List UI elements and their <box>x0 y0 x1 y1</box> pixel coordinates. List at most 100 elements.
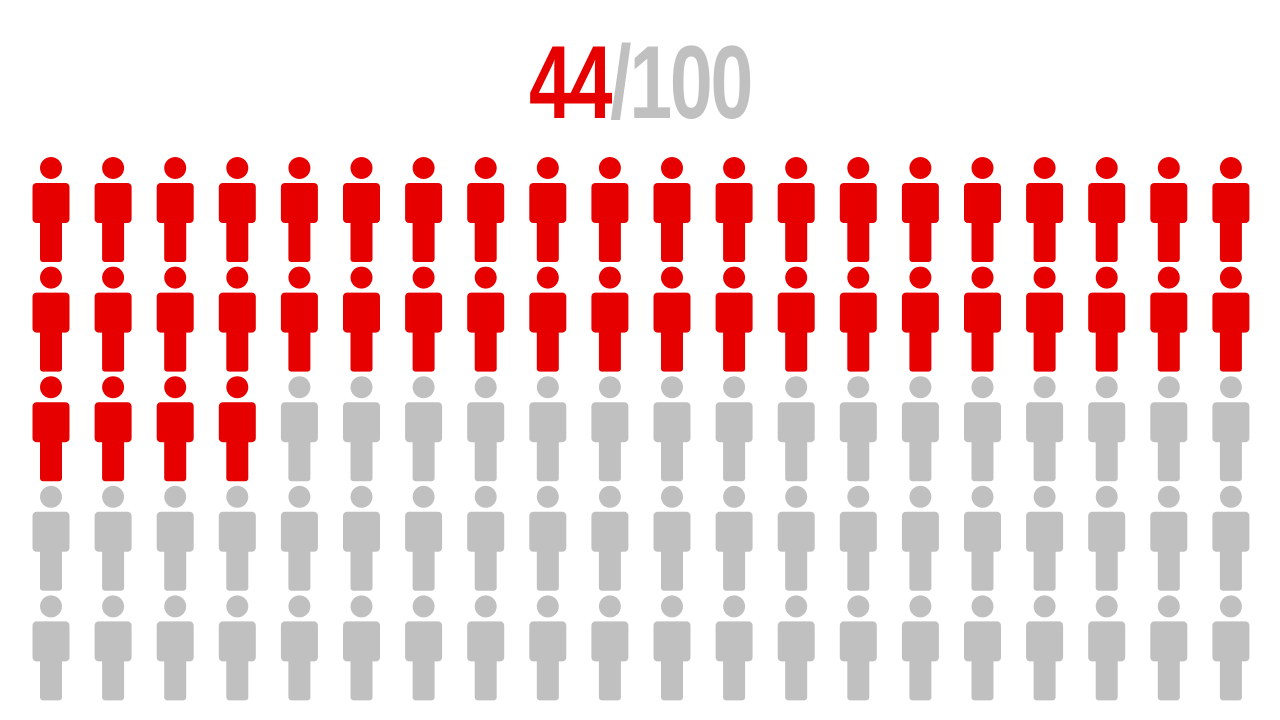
person-icon <box>715 376 753 482</box>
person-head <box>1157 485 1180 508</box>
person-legs <box>661 213 683 262</box>
person-icon-highlighted <box>32 266 70 372</box>
person-icon-highlighted <box>653 157 691 262</box>
person-torso <box>218 292 256 333</box>
person-torso <box>94 183 132 223</box>
person-head <box>1095 266 1118 289</box>
person-head <box>661 485 683 508</box>
person-legs <box>350 541 373 591</box>
person-head <box>971 595 994 618</box>
title-total: 100 <box>629 25 753 141</box>
person-icon-highlighted <box>715 266 753 372</box>
person-torso <box>653 511 691 552</box>
person-head <box>102 266 125 289</box>
person-head <box>102 157 125 179</box>
person-legs <box>102 432 125 482</box>
person-legs <box>909 213 932 262</box>
person-legs <box>164 213 187 262</box>
person-head <box>288 595 311 618</box>
person-icon <box>839 595 877 701</box>
person-torso <box>1026 183 1064 223</box>
person-head <box>909 595 932 618</box>
person-icon <box>405 595 443 701</box>
person-icon-highlighted <box>901 157 939 262</box>
person-legs <box>723 322 746 372</box>
person-icon-highlighted <box>156 266 194 372</box>
person-torso <box>218 621 256 662</box>
person-legs <box>723 651 746 701</box>
person-head <box>226 376 249 399</box>
person-torso <box>280 292 318 333</box>
person-torso <box>901 511 939 552</box>
person-icon <box>467 376 505 482</box>
person-head <box>847 485 870 508</box>
person-icon <box>343 595 380 701</box>
person-legs <box>1157 651 1180 701</box>
person-head <box>40 157 62 179</box>
person-head <box>723 157 746 179</box>
person-icon <box>653 376 691 482</box>
person-legs <box>598 432 621 482</box>
person-head <box>1219 376 1242 399</box>
person-torso <box>901 292 939 333</box>
person-legs <box>412 541 435 591</box>
person-icon-highlighted <box>1212 157 1250 262</box>
person-head <box>1157 157 1180 179</box>
person-icon-highlighted <box>591 157 629 262</box>
person-torso <box>591 621 629 662</box>
person-torso <box>964 621 1001 662</box>
person-head <box>1157 266 1180 289</box>
person-head <box>723 485 746 508</box>
person-icon <box>964 376 1001 482</box>
person-head <box>164 157 187 179</box>
person-icon <box>1150 485 1188 591</box>
person-torso <box>529 511 567 552</box>
person-legs <box>412 651 435 701</box>
person-icon <box>1150 376 1188 482</box>
person-torso <box>901 183 939 223</box>
person-head <box>1033 485 1056 508</box>
person-head <box>40 266 62 289</box>
person-head <box>1095 595 1118 618</box>
person-torso <box>1212 183 1250 223</box>
person-legs <box>909 651 932 701</box>
person-head <box>288 376 311 399</box>
person-legs <box>847 432 870 482</box>
person-head <box>971 157 994 179</box>
person-head <box>536 595 559 618</box>
person-head <box>909 157 932 179</box>
person-legs <box>971 541 994 591</box>
person-legs <box>1095 213 1118 262</box>
person-torso <box>901 621 939 662</box>
person-torso <box>901 402 939 443</box>
person-icon-highlighted <box>839 266 877 372</box>
person-head <box>847 266 870 289</box>
person-icon <box>405 376 443 482</box>
person-legs <box>1157 322 1180 372</box>
person-torso <box>715 292 753 333</box>
person-icon-highlighted <box>1150 266 1188 372</box>
person-torso <box>156 511 194 552</box>
person-head <box>350 157 373 179</box>
person-head <box>164 595 187 618</box>
person-head <box>164 485 187 508</box>
person-torso <box>32 511 70 552</box>
person-torso <box>964 183 1001 223</box>
person-legs <box>226 432 249 482</box>
person-legs <box>226 322 249 372</box>
person-head <box>598 266 621 289</box>
person-torso <box>964 402 1001 443</box>
person-torso <box>715 511 753 552</box>
person-legs <box>40 213 62 262</box>
person-icon <box>529 376 567 482</box>
person-head <box>474 485 497 508</box>
person-icon-highlighted <box>653 266 691 372</box>
person-legs <box>847 541 870 591</box>
person-torso <box>156 621 194 662</box>
person-legs <box>1033 651 1056 701</box>
person-icon-highlighted <box>901 266 939 372</box>
person-legs <box>971 213 994 262</box>
person-icon-highlighted <box>343 157 380 262</box>
person-legs <box>1219 432 1242 482</box>
person-legs <box>226 541 249 591</box>
